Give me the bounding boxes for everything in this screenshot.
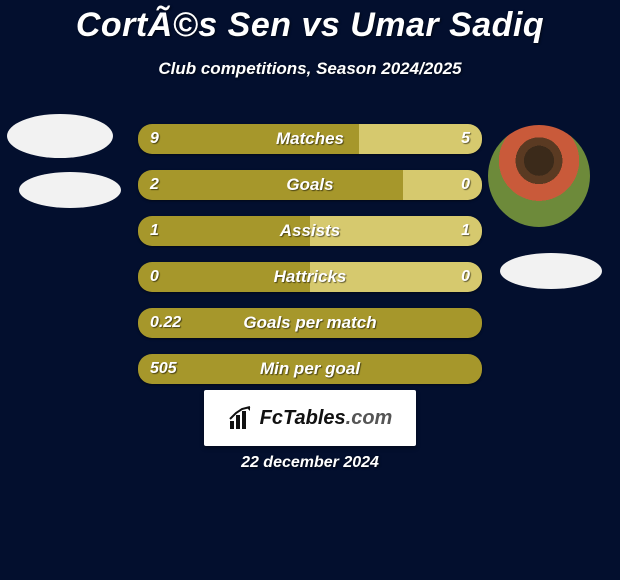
player-right-avatar-photo	[488, 125, 590, 227]
bar-row: 00Hattricks	[138, 262, 482, 292]
page-subtitle: Club competitions, Season 2024/2025	[0, 59, 620, 79]
bar-right-fill	[310, 262, 482, 292]
bar-left-fill	[138, 354, 482, 384]
bar-row: 95Matches	[138, 124, 482, 154]
fctables-logo-text: FcTables.com	[260, 407, 393, 430]
fctables-logo-icon	[228, 405, 254, 431]
logo-suffix: .com	[346, 407, 393, 429]
bar-row: 0.22Goals per match	[138, 308, 482, 338]
comparison-bars: 95Matches 20Goals 11Assists 00Hattricks 0.22…	[138, 124, 482, 400]
bar-row: 11Assists	[138, 216, 482, 246]
footer-date: 22 december 2024	[0, 454, 620, 472]
player-left-avatar-placeholder-1	[7, 114, 113, 158]
bar-row: 20Goals	[138, 170, 482, 200]
bar-left-fill	[138, 308, 482, 338]
page-title: CortÃ©s Sen vs Umar Sadiq	[0, 0, 620, 45]
fctables-logo-box: FcTables.com	[204, 390, 416, 446]
bar-left-fill	[138, 216, 310, 246]
bar-right-fill	[359, 124, 482, 154]
bar-right-fill	[403, 170, 482, 200]
bar-left-fill	[138, 124, 359, 154]
bar-right-fill	[310, 216, 482, 246]
player-left-avatar-placeholder-2	[19, 172, 121, 208]
bar-left-fill	[138, 170, 403, 200]
bar-row: 505Min per goal	[138, 354, 482, 384]
player-right-avatar-placeholder	[500, 253, 602, 289]
bar-left-fill	[138, 262, 310, 292]
logo-name: FcTables	[260, 407, 346, 429]
